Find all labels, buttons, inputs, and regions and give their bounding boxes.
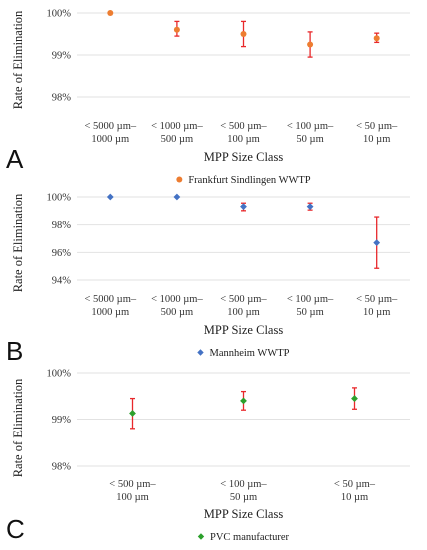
legend-marker <box>197 533 205 540</box>
chart-panel-c: 98% 99% 100% < 500 µm– 100 µm < 100 µm– 50 µm <… <box>6 369 410 544</box>
y-tick-label: 98% <box>52 93 72 104</box>
data-point <box>373 35 380 42</box>
legend-marker <box>197 349 204 356</box>
y-axis-title: Rate of Elimination <box>11 378 25 477</box>
y-tick-label: 98% <box>52 220 72 231</box>
y-tick-label: 100% <box>47 193 72 204</box>
panel-letter: C <box>6 514 25 544</box>
y-tick-label: 99% <box>52 415 72 426</box>
x-tick-label: < 100 µm– 50 µm <box>287 294 334 318</box>
x-tick-label: < 50 µm– 10 µm <box>356 121 398 145</box>
y-tick-label: 94% <box>52 276 72 287</box>
data-point <box>240 31 247 37</box>
x-tick-label: < 100 µm– 50 µm <box>220 479 267 503</box>
legend-label: PVC manufacturer <box>210 532 290 543</box>
y-axis-title: Rate of Elimination <box>11 10 25 109</box>
data-point <box>129 410 136 417</box>
x-tick-label: < 5000 µm– 1000 µm <box>84 294 136 318</box>
y-axis-title: Rate of Elimination <box>11 193 25 292</box>
y-tick-label: 99% <box>52 51 72 62</box>
chart-panel-b: 94% 96% 98% 100% < 5000 µm– 1000 µm < 1000 µm–… <box>6 193 410 366</box>
x-tick-label: < 50 µm– 10 µm <box>334 479 376 503</box>
data-point <box>307 41 314 48</box>
panel-letter: B <box>6 336 23 366</box>
data-point <box>351 395 358 402</box>
data-point <box>240 203 247 211</box>
y-tick-label: 98% <box>52 462 72 473</box>
x-tick-label: < 1000 µm– 500 µm <box>151 294 203 318</box>
legend-marker <box>176 176 183 183</box>
x-tick-label: < 500 µm– 100 µm <box>220 121 267 145</box>
panel-letter: A <box>6 144 24 174</box>
x-axis-title: MPP Size Class <box>204 507 284 521</box>
data-point <box>373 239 381 247</box>
y-tick-label: 100% <box>47 9 72 20</box>
data-point <box>106 193 114 201</box>
chart-panel-a: 98% 99% 100% < 5000 µm– 1000 µm < 1000 µm– 500… <box>6 9 410 186</box>
data-point <box>173 193 181 201</box>
x-tick-label: < 100 µm– 50 µm <box>287 121 334 145</box>
legend-label: Frankfurt Sindlingen WWTP <box>188 175 310 186</box>
data-point <box>173 26 180 33</box>
data-point <box>306 203 314 211</box>
x-tick-label: < 1000 µm– 500 µm <box>151 121 203 145</box>
x-tick-label: < 50 µm– 10 µm <box>356 294 398 318</box>
y-tick-label: 100% <box>47 369 72 380</box>
data-point <box>107 10 114 16</box>
y-tick-label: 96% <box>52 248 72 259</box>
data-point <box>240 397 247 405</box>
x-axis-title: MPP Size Class <box>204 323 284 337</box>
x-axis-title: MPP Size Class <box>204 150 284 164</box>
legend-label: Mannheim WWTP <box>209 348 289 359</box>
x-tick-label: < 500 µm– 100 µm <box>109 479 156 503</box>
x-tick-label: < 5000 µm– 1000 µm <box>84 121 136 145</box>
x-tick-label: < 500 µm– 100 µm <box>220 294 267 318</box>
